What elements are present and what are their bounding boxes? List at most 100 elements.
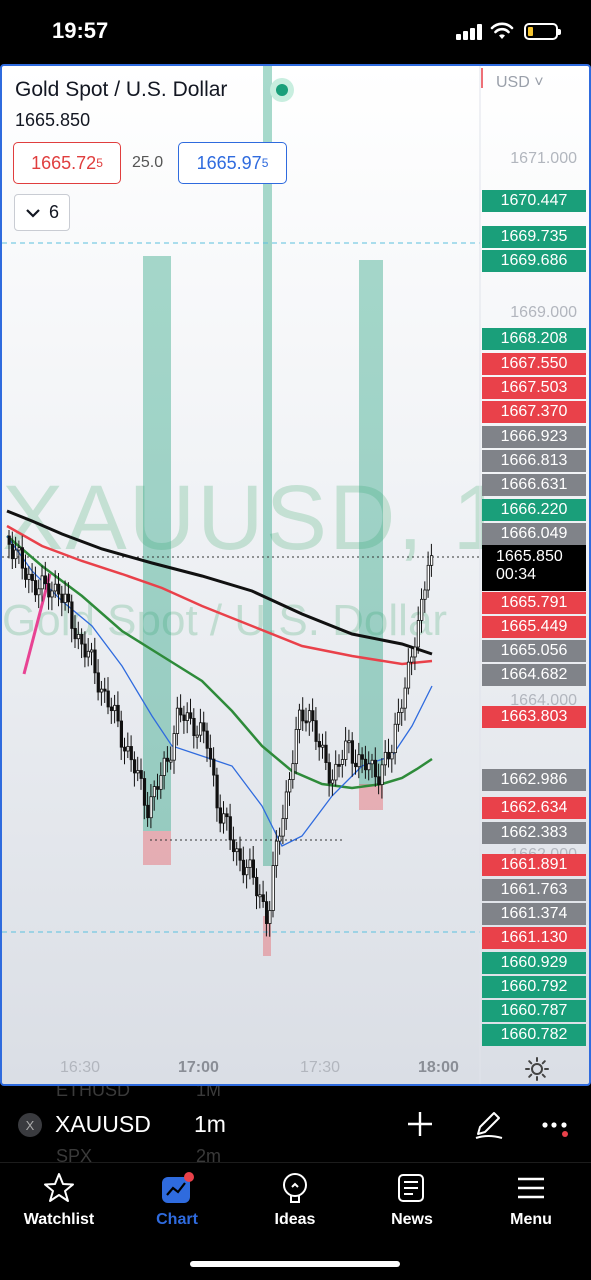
nav-ideas[interactable]: Ideas	[245, 1171, 345, 1229]
chart-watermark-symbol: XAUUSD, 1	[2, 467, 506, 569]
nav-watchlist[interactable]: Watchlist	[9, 1171, 109, 1229]
candle-body	[34, 580, 38, 596]
candle-body	[324, 744, 328, 763]
price-tag: 1667.370	[482, 401, 586, 423]
candle-body	[63, 593, 67, 603]
candle-body	[218, 807, 222, 824]
ask-price: 1665.97	[196, 152, 262, 173]
candle-body	[10, 543, 15, 560]
drawing-pen-icon[interactable]	[472, 1108, 504, 1140]
candle-body	[291, 763, 295, 780]
candle-body	[27, 573, 31, 580]
ma-green-line	[6, 535, 433, 790]
candle-body	[420, 598, 424, 621]
candle-body	[24, 567, 28, 580]
candle-body	[159, 775, 163, 790]
candle-body	[212, 758, 216, 776]
ma-red-line	[6, 524, 433, 666]
price-tag: 1663.803	[482, 706, 586, 728]
time-axis-label: 18:00	[418, 1059, 459, 1076]
ghost-symbol-above: ETHUSD	[56, 1086, 131, 1100]
highlight-bar-red	[263, 916, 271, 956]
candle-body	[307, 710, 312, 723]
candle-body	[195, 734, 199, 738]
buy-button[interactable]: 1665.97 5	[178, 142, 287, 184]
candle-body	[294, 728, 298, 765]
candle-body	[255, 876, 259, 897]
candle-body	[228, 816, 232, 841]
price-plot[interactable]	[2, 66, 591, 1086]
pink-trend-line	[22, 573, 52, 675]
candle-body	[373, 759, 378, 778]
candle-body	[222, 813, 226, 824]
candle-body	[86, 650, 90, 658]
candle-body	[429, 555, 434, 566]
candle-body	[330, 779, 335, 784]
nav-menu[interactable]: Menu	[481, 1171, 581, 1229]
candle-body	[390, 752, 394, 760]
candle-body	[198, 722, 203, 736]
candle-body	[363, 758, 368, 771]
price-tag: 1665.056	[482, 640, 586, 662]
current-price-tag: 1665.850 00:34	[482, 545, 586, 591]
nav-news[interactable]: News	[362, 1171, 462, 1229]
candle-body	[169, 759, 173, 763]
candle-body	[175, 707, 180, 734]
price-tag: 1660.792	[482, 976, 586, 998]
candle-body	[37, 588, 41, 596]
candle-body	[340, 759, 345, 765]
toolbar-interval[interactable]: 1m	[194, 1111, 226, 1137]
current-price-value: 1665.850	[496, 548, 563, 565]
candle-body	[185, 712, 189, 721]
indicators-toggle-button[interactable]: 6	[14, 194, 70, 231]
highlight-bar-red	[359, 784, 383, 810]
chart-icon	[162, 1172, 194, 1203]
price-tag: 1662.383	[482, 822, 586, 844]
price-tag: 1660.787	[482, 1000, 586, 1022]
symbol-title[interactable]: Gold Spot / U.S. Dollar	[15, 78, 228, 101]
price-tag: 1661.374	[482, 903, 586, 925]
candle-body	[7, 535, 11, 545]
candle-body	[301, 709, 305, 722]
candle-body	[288, 779, 292, 793]
sell-button[interactable]: 1665.72 5	[13, 142, 121, 184]
candle-body	[43, 575, 48, 584]
candle-body	[241, 859, 246, 876]
candle-body	[20, 547, 25, 569]
highlight-bar	[359, 260, 383, 785]
candle-body	[83, 643, 87, 658]
currency-selector[interactable]: USD ˅	[496, 74, 544, 91]
candle-body	[205, 730, 209, 749]
market-open-indicator	[270, 78, 294, 102]
price-tag: 1670.447	[482, 190, 586, 212]
candle-body	[413, 646, 417, 658]
plus-icon[interactable]	[404, 1108, 436, 1140]
nav-chart[interactable]: Chart	[127, 1171, 227, 1229]
close-symbol-icon[interactable]: X	[18, 1113, 42, 1137]
candle-body	[396, 712, 401, 725]
candle-body	[360, 754, 364, 760]
more-icon[interactable]	[540, 1108, 572, 1140]
wifi-icon	[490, 22, 514, 39]
candle-body	[179, 707, 183, 716]
price-tag: 1664.682	[482, 664, 586, 686]
status-time: 19:57	[52, 18, 109, 43]
nav-label: News	[391, 1211, 433, 1228]
candle-body	[146, 804, 150, 819]
settings-icon[interactable]	[525, 1057, 549, 1081]
bottom-navigation: Watchlist Chart Ideas News Me	[0, 1162, 591, 1280]
status-bar: 19:57	[0, 0, 591, 64]
candle-body	[116, 704, 120, 722]
candle-body	[321, 744, 325, 748]
price-tag: 1669.735	[482, 226, 586, 248]
candle-body	[80, 634, 84, 645]
ma-black-line	[6, 509, 433, 656]
toolbar-symbol[interactable]: XAUUSD	[55, 1111, 151, 1137]
nav-label: Ideas	[274, 1211, 316, 1228]
candle-body	[367, 763, 371, 771]
price-tag: 1667.550	[482, 353, 586, 375]
chart-area[interactable]: XAUUSD, 1 Gold Spot / U.S. Dollar Gold S…	[0, 64, 591, 1086]
price-tag: 1661.891	[482, 854, 586, 876]
candle-body	[274, 840, 279, 866]
candle-body	[344, 740, 348, 760]
